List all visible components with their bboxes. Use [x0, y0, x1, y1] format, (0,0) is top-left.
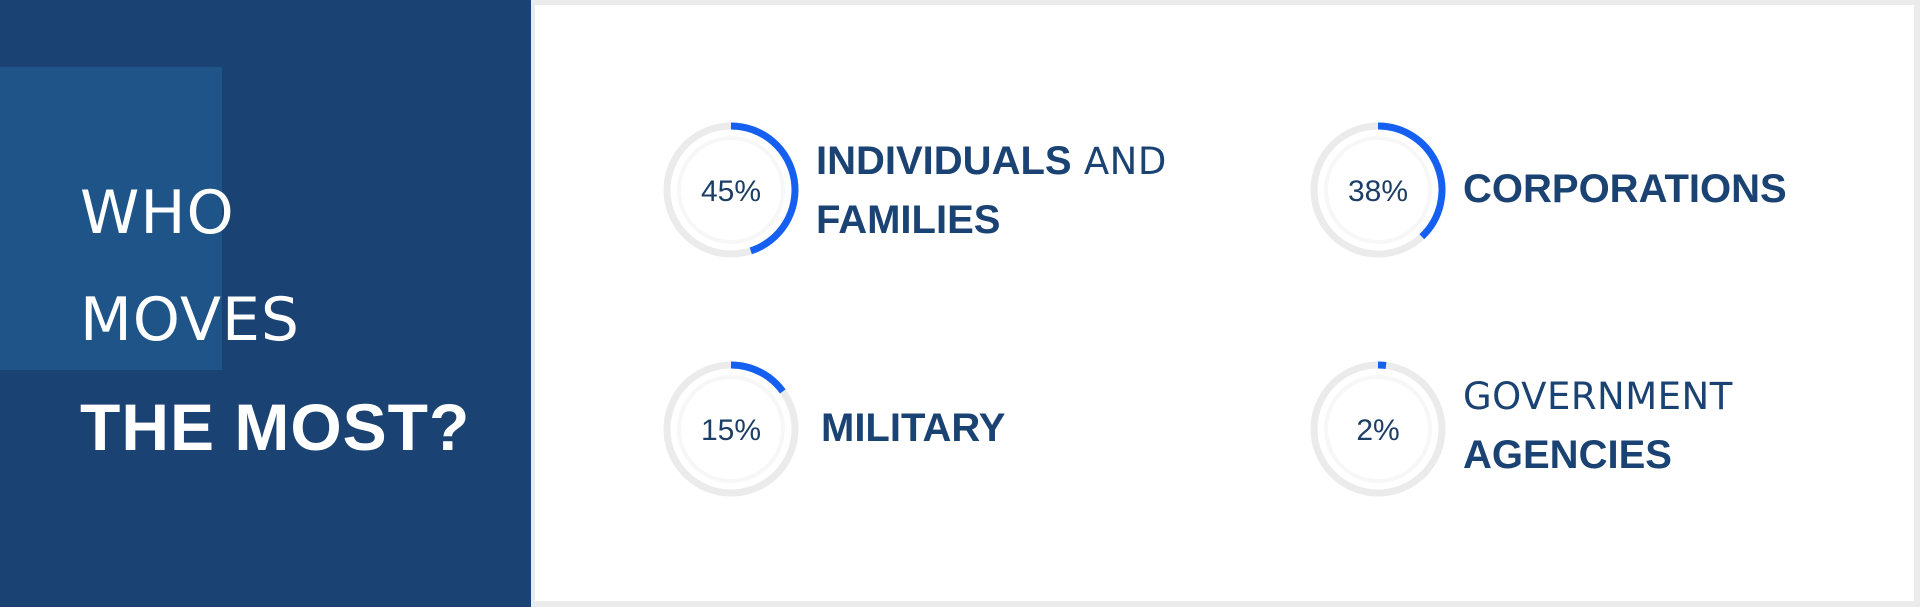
donut-inner-ring — [1324, 136, 1432, 244]
headline-line-3: THE MOST? — [80, 390, 471, 464]
donut-military: 15% — [663, 361, 799, 497]
percent-label: 15% — [701, 414, 761, 447]
label-light: GOVERNMENT — [1463, 375, 1733, 418]
donut-value-arc — [1377, 122, 1446, 240]
donut-individuals-families: 45% — [663, 122, 799, 258]
donut-government-agencies: 2% — [1310, 361, 1446, 497]
donut-inner-ring — [677, 136, 785, 244]
percent-label: 45% — [701, 175, 761, 208]
headline: WHO MOVES THE MOST? — [80, 160, 470, 481]
stat-label: GOVERNMENT AGENCIES — [1463, 367, 1733, 484]
label-light: AND — [1071, 140, 1167, 183]
stat-corporations: 38% CORPORATIONS — [1308, 120, 1868, 260]
stat-label: INDIVIDUALS AND FAMILIES — [816, 132, 1167, 249]
accent-block — [0, 67, 222, 370]
stat-label: CORPORATIONS — [1463, 160, 1787, 218]
label-bold: MILITARY — [821, 406, 1006, 450]
stat-individuals-families: 45% INDIVIDUALS AND FAMILIES — [661, 120, 1221, 260]
donut-corporations: 38% — [1310, 122, 1446, 258]
label-bold-line-2: FAMILIES — [816, 198, 1001, 242]
stats-panel: 45% INDIVIDUALS AND FAMILIES 38% CORPORA… — [535, 5, 1914, 601]
donut-value-arc — [1377, 361, 1387, 369]
headline-line-1: WHO — [80, 178, 235, 248]
donut-inner-ring — [677, 375, 785, 483]
donut-value-arc — [730, 361, 786, 394]
stat-government-agencies: 2% GOVERNMENT AGENCIES — [1308, 359, 1868, 499]
label-bold: INDIVIDUALS — [816, 139, 1072, 183]
stat-military: 15% MILITARY — [661, 359, 1221, 499]
label-bold: CORPORATIONS — [1463, 167, 1787, 211]
percent-label: 2% — [1356, 414, 1399, 447]
donut-inner-ring — [1324, 375, 1432, 483]
stat-label: MILITARY — [821, 399, 1005, 457]
donut-value-arc — [730, 122, 799, 255]
headline-line-2: MOVES — [80, 285, 300, 355]
headline-panel: WHO MOVES THE MOST? — [0, 0, 531, 607]
label-bold-line-2: AGENCIES — [1463, 433, 1672, 477]
percent-label: 38% — [1348, 175, 1408, 208]
